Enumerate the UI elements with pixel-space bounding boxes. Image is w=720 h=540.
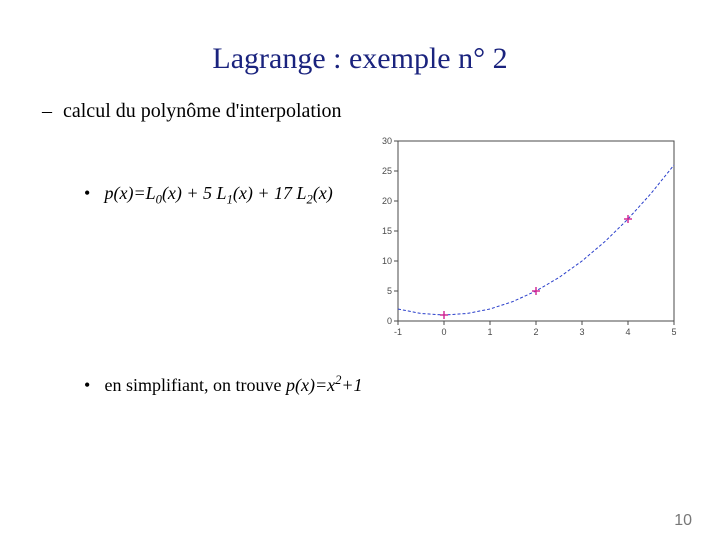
svg-text:5: 5 [387,286,392,296]
svg-text:25: 25 [382,166,392,176]
formula-p4: (x) [313,183,333,203]
svg-text:2: 2 [533,327,538,337]
formula-p2: (x) + 5 L [162,183,227,203]
formula-prefix: p(x)=L [105,183,156,203]
svg-text:15: 15 [382,226,392,236]
dash-marker: – [42,100,58,123]
bullet1-text: calcul du polynôme d'interpolation [63,100,342,122]
simplify-fn: p(x)=x [286,375,335,395]
svg-text:10: 10 [382,256,392,266]
svg-text:0: 0 [387,316,392,326]
svg-text:-1: -1 [394,327,402,337]
bullet-level1: – calcul du polynôme d'interpolation [58,100,680,123]
simplify-suffix: +1 [341,375,362,395]
simplify-bullet: • en simplifiant, on trouve p(x)=x2+1 [100,373,680,396]
interpolation-chart: -1012345051015202530 [370,133,680,343]
simplify-prefix: en simplifiant, on trouve [105,375,286,395]
svg-text:4: 4 [625,327,630,337]
bullet-dot-2: • [84,375,100,396]
page-number: 10 [674,512,692,530]
svg-text:20: 20 [382,196,392,206]
svg-text:3: 3 [579,327,584,337]
formula-bullet: • p(x)=L0(x) + 5 L1(x) + 17 L2(x) [100,183,364,208]
svg-text:1: 1 [487,327,492,337]
svg-text:5: 5 [671,327,676,337]
formula-p3: (x) + 17 L [233,183,307,203]
bullet-dot: • [84,183,100,204]
page-title: Lagrange : exemple n° 2 [40,42,680,76]
svg-text:0: 0 [441,327,446,337]
svg-text:30: 30 [382,136,392,146]
